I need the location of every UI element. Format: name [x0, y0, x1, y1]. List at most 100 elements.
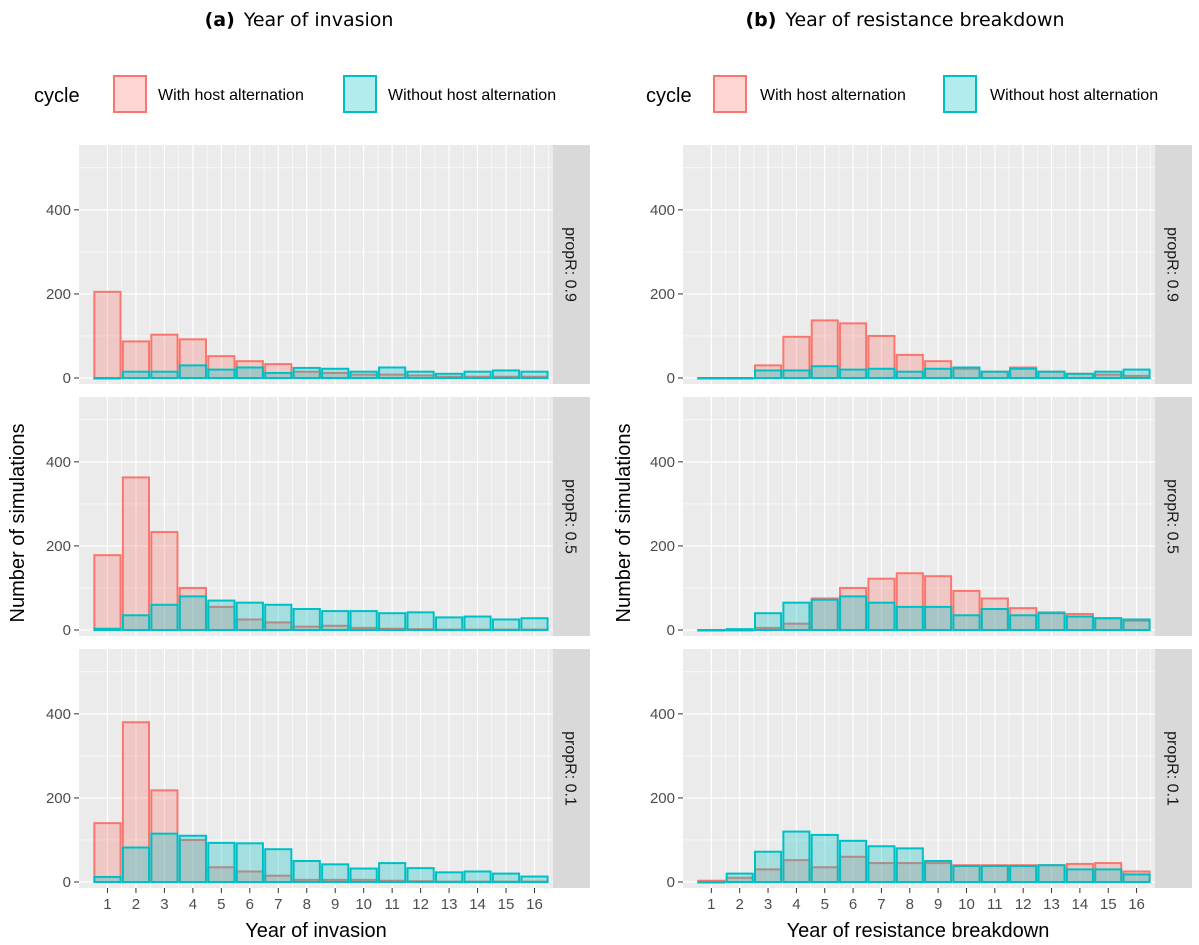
chart-a-title: (a) Year of invasion — [205, 9, 394, 31]
bar-without-host-alternation — [491, 618, 521, 631]
bar-with-host-alternation — [895, 572, 924, 631]
bar-without-host-alternation — [178, 834, 207, 884]
y-tick-label: 400 — [46, 454, 71, 471]
bar-without-host-alternation — [1122, 618, 1151, 631]
facet-strip-label: propR: 0.5 — [1164, 479, 1181, 554]
y-tick-label: 200 — [46, 790, 71, 807]
x-tick-label: 3 — [160, 896, 168, 913]
bar-without-host-alternation — [895, 847, 924, 883]
bar-without-host-alternation — [150, 832, 179, 884]
facet-strip-label: propR: 0.1 — [1164, 731, 1181, 806]
bar-without-host-alternation — [349, 370, 378, 380]
bar-without-host-alternation — [782, 601, 811, 631]
bar-without-host-alternation — [867, 367, 896, 380]
facet-strip — [553, 145, 590, 384]
bar-without-host-alternation — [725, 377, 754, 380]
chart-a-xlabel: Year of invasion — [245, 920, 387, 942]
bar-without-host-alternation — [121, 370, 151, 380]
bar-without-host-alternation — [1094, 868, 1123, 884]
bar-with-host-alternation — [150, 789, 179, 883]
panel-background — [79, 397, 553, 636]
legend-a-label-with: With host alternation — [158, 87, 304, 104]
y-tick-label: 0 — [63, 622, 71, 639]
bar-without-host-alternation — [754, 369, 783, 379]
x-tick-label: 6 — [849, 896, 857, 913]
bar-without-host-alternation — [895, 605, 924, 632]
y-tick-label: 200 — [650, 790, 675, 807]
x-tick-label: 1 — [103, 896, 111, 913]
legend-a-swatch-with — [113, 75, 147, 113]
chart-a-ylabel: Number of simulations — [7, 424, 29, 623]
chart-b-title-text: Year of resistance breakdown — [784, 9, 1064, 31]
bar-without-host-alternation — [1094, 617, 1123, 631]
bar-without-host-alternation — [810, 833, 839, 883]
bar-without-host-alternation — [406, 611, 435, 631]
bar-without-host-alternation — [1037, 864, 1066, 883]
bar-without-host-alternation — [980, 370, 1009, 380]
bar-without-host-alternation — [867, 601, 896, 631]
bar-without-host-alternation — [782, 830, 811, 883]
bar-without-host-alternation — [952, 366, 981, 380]
bar-without-host-alternation — [839, 839, 868, 884]
x-tick-label: 6 — [246, 896, 254, 913]
bar-without-host-alternation — [1094, 370, 1123, 380]
x-tick-label: 2 — [736, 896, 744, 913]
bar-with-host-alternation — [924, 575, 953, 631]
bar-with-host-alternation — [93, 554, 122, 631]
bar-without-host-alternation — [150, 370, 179, 380]
bar-without-host-alternation — [292, 859, 321, 884]
bar-without-host-alternation — [980, 607, 1009, 632]
y-tick-label: 0 — [667, 370, 675, 387]
bar-without-host-alternation — [924, 367, 953, 380]
bar-without-host-alternation — [178, 364, 207, 379]
x-tick-label: 15 — [1100, 896, 1117, 913]
facet-strip — [1155, 649, 1192, 888]
x-tick-label: 10 — [958, 896, 975, 913]
bar-without-host-alternation — [895, 370, 924, 380]
bar-without-host-alternation — [1037, 370, 1066, 380]
chart-a-title-label: (a) — [205, 9, 235, 31]
bar-without-host-alternation — [697, 881, 726, 884]
legend-a-label-without: Without host alternation — [388, 87, 556, 104]
bar-without-host-alternation — [434, 616, 464, 632]
y-tick-label: 200 — [46, 286, 71, 303]
bar-without-host-alternation — [952, 614, 981, 632]
bar-without-host-alternation — [980, 865, 1009, 884]
bar-without-host-alternation — [378, 862, 407, 883]
y-tick-label: 0 — [63, 370, 71, 387]
x-tick-label: 14 — [469, 896, 486, 913]
legend-a: cycle With host alternation Without host… — [34, 75, 556, 113]
y-tick-label: 400 — [650, 706, 675, 723]
bar-without-host-alternation — [1122, 873, 1151, 884]
x-tick-label: 16 — [1128, 896, 1145, 913]
x-tick-label: 7 — [877, 896, 885, 913]
x-tick-label: 4 — [189, 896, 197, 913]
bar-without-host-alternation — [839, 595, 868, 631]
bar-without-host-alternation — [321, 610, 350, 631]
legend-a-swatch-without — [343, 75, 377, 113]
bar-without-host-alternation — [520, 617, 549, 631]
bar-with-host-alternation — [867, 577, 896, 632]
bar-without-host-alternation — [292, 607, 321, 632]
x-tick-label: 16 — [526, 896, 543, 913]
bar-without-host-alternation — [1009, 614, 1038, 632]
facet-strip — [553, 649, 590, 888]
bar-without-host-alternation — [924, 859, 953, 884]
y-tick-label: 0 — [63, 874, 71, 891]
bar-without-host-alternation — [952, 865, 981, 884]
chart-b-title: (b) Year of resistance breakdown — [745, 9, 1064, 31]
x-tick-label: 1 — [707, 896, 715, 913]
bar-without-host-alternation — [150, 603, 179, 631]
bar-with-host-alternation — [93, 822, 122, 883]
bar-without-host-alternation — [349, 867, 378, 884]
y-tick-label: 0 — [667, 874, 675, 891]
bar-with-host-alternation — [952, 589, 981, 632]
bar-without-host-alternation — [93, 377, 122, 380]
facet-strip-label: propR: 0.9 — [562, 227, 579, 302]
panel-background — [79, 649, 553, 888]
bar-without-host-alternation — [697, 629, 726, 632]
x-tick-label: 5 — [217, 896, 225, 913]
x-tick-label: 9 — [331, 896, 339, 913]
